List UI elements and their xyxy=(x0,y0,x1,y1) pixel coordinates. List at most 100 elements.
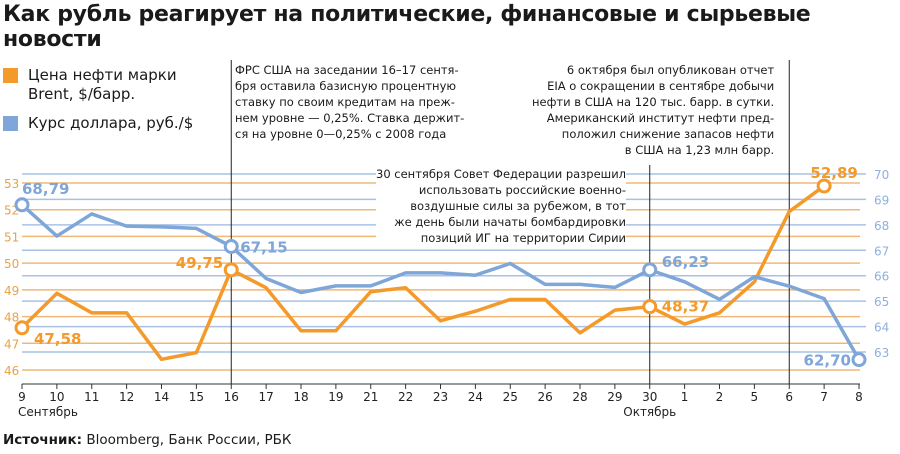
x-tick-label: 24 xyxy=(468,390,483,404)
data-point xyxy=(683,322,687,326)
data-label: 68,79 xyxy=(22,180,69,198)
x-tick-label: 11 xyxy=(84,390,99,404)
x-tick-label: 12 xyxy=(119,390,134,404)
legend-label: Курс доллара, руб./$ xyxy=(28,114,194,132)
x-tick-label: 23 xyxy=(433,390,448,404)
x-tick-label: 16 xyxy=(224,390,239,404)
annotation-eia: 6 октября был опубликован отчет EIA о сок… xyxy=(532,62,775,158)
right-tick-label: 64 xyxy=(874,321,889,335)
x-tick-label: 22 xyxy=(398,390,413,404)
highlight-marker xyxy=(223,262,239,278)
data-point xyxy=(718,297,721,301)
x-tick-label: 9 xyxy=(18,390,26,404)
chart-title: Как рубль реагирует на политические, фин… xyxy=(3,2,811,52)
left-tick-label: 49 xyxy=(4,284,19,298)
annotation-line: бря оставила базисную процентную xyxy=(235,79,457,93)
data-point xyxy=(90,311,94,315)
annotation-syria: 30 сентября Совет Федерации разрешил испо… xyxy=(376,166,627,246)
source-text: Bloomberg, Банк России, РБК xyxy=(82,432,292,448)
annotation-line: в США на 1,23 млн барр. xyxy=(624,143,775,157)
data-point xyxy=(125,311,129,315)
annotation-line: ся на уровне 0—0,25% с 2008 года xyxy=(235,127,447,141)
right-tick-label: 67 xyxy=(874,244,889,258)
right-tick-label: 65 xyxy=(874,295,889,309)
data-point xyxy=(369,284,373,288)
annotation-line: EIA о сокращении в сентябре добычи xyxy=(547,79,775,93)
highlight-marker xyxy=(14,320,30,336)
x-tick-label: 25 xyxy=(503,390,518,404)
x-tick-label: 21 xyxy=(363,390,378,404)
data-point xyxy=(369,290,373,294)
x-tick-label: 15 xyxy=(189,390,204,404)
highlight-marker xyxy=(642,299,658,315)
highlight-marker xyxy=(851,352,867,368)
data-label: 48,37 xyxy=(662,298,709,316)
data-point xyxy=(578,331,582,335)
highlight-marker xyxy=(816,178,832,194)
data-point xyxy=(55,234,59,238)
annotation-line: же день были начаты бомбардировки xyxy=(394,215,627,229)
month-label: Сентябрь xyxy=(18,405,78,419)
data-point xyxy=(473,273,477,277)
data-point xyxy=(752,275,756,279)
annotation-line: позиций ИГ на территории Сирии xyxy=(420,231,627,245)
annotation-line: использовать российские военно- xyxy=(418,183,627,197)
left-tick-label: 46 xyxy=(4,364,19,378)
annotation-line: Американский институт нефти пред- xyxy=(546,111,775,125)
source-label: Источник: xyxy=(3,432,83,448)
x-tick-label: 8 xyxy=(855,390,863,404)
data-point xyxy=(543,282,547,286)
data-point xyxy=(404,271,408,275)
data-point xyxy=(404,286,408,290)
x-tick-label: 30 xyxy=(642,390,657,404)
source-note: Источник: Bloomberg, Банк России, РБК xyxy=(3,432,292,448)
data-point xyxy=(822,297,826,301)
data-point xyxy=(787,210,791,214)
data-point xyxy=(125,224,129,228)
right-tick-label: 66 xyxy=(874,270,889,284)
data-point xyxy=(683,280,687,284)
annotation-line: нефти в США на 120 тыс. барр. в сутки. xyxy=(532,95,775,109)
series-line xyxy=(20,184,826,362)
data-point xyxy=(264,286,268,290)
x-tick-label: 14 xyxy=(154,390,169,404)
highlight-marker xyxy=(14,197,30,213)
left-tick-label: 48 xyxy=(4,311,19,325)
data-label: 62,70 xyxy=(804,352,851,370)
x-tick-label: 26 xyxy=(537,390,552,404)
annotation-line: 6 октября был опубликован отчет xyxy=(566,63,775,77)
x-tick-label: 19 xyxy=(328,390,343,404)
annotation-line: 30 сентября Совет Федерации разрешил xyxy=(376,167,627,181)
legend-label: Цена нефти марки xyxy=(28,66,177,84)
data-label: 66,23 xyxy=(662,253,709,271)
data-point xyxy=(787,284,791,288)
x-tick-label: 2 xyxy=(716,390,724,404)
x-tick-label: 6 xyxy=(785,390,793,404)
data-point xyxy=(334,329,338,333)
highlight-marker xyxy=(642,262,658,278)
annotation-line: воздушные силы за рубежом, в тот xyxy=(410,199,627,213)
data-point xyxy=(299,329,303,333)
x-tick-label: 17 xyxy=(258,390,273,404)
data-point xyxy=(613,285,617,289)
data-point xyxy=(439,319,442,323)
legend-item-oil: Цена нефти марки Brent, $/барр. xyxy=(3,66,177,104)
data-point xyxy=(543,297,547,301)
oil-swatch xyxy=(3,68,18,83)
x-tick-label: 28 xyxy=(572,390,587,404)
left-tick-label: 51 xyxy=(4,230,19,244)
data-label: 52,89 xyxy=(810,164,857,182)
data-point xyxy=(718,311,721,315)
right-tick-label: 70 xyxy=(874,168,889,182)
data-label: 47,58 xyxy=(34,330,81,348)
x-tick-label: 7 xyxy=(820,390,828,404)
x-tick-label: 10 xyxy=(49,390,64,404)
data-point xyxy=(439,271,442,275)
highlight-marker xyxy=(223,238,239,254)
x-tick-label: 1 xyxy=(681,390,689,404)
right-tick-label: 68 xyxy=(874,219,889,233)
right-tick-label: 63 xyxy=(874,346,889,360)
data-label: 67,15 xyxy=(240,238,287,256)
data-point xyxy=(578,282,582,286)
